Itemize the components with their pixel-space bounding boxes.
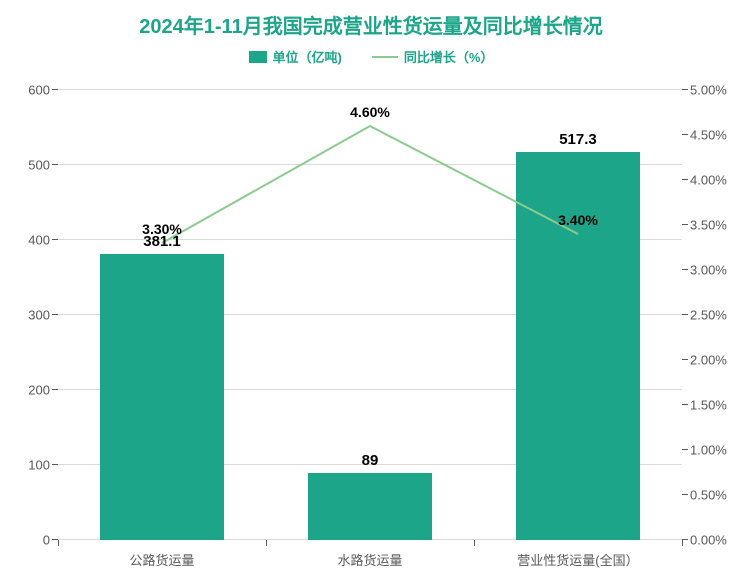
y-left-label: 200 (28, 383, 50, 398)
y-right-label: 0.00% (690, 533, 727, 548)
y-left-label: 0 (43, 533, 50, 548)
y-left-label: 500 (28, 158, 50, 173)
chart-container: 2024年1-11月我国完成营业性货运量及同比增长情况 单位（亿吨) 同比增长（… (0, 0, 742, 583)
plot-area: 381.189517.3 3.30%4.60%3.40% (58, 90, 682, 540)
y-right-label: 2.50% (690, 308, 727, 323)
x-tick (266, 540, 267, 546)
legend-bar-label: 单位（亿吨) (273, 47, 342, 66)
y-axis-left: 0100200300400500600 (0, 90, 58, 540)
y-right-label: 5.00% (690, 83, 727, 98)
x-tick (682, 540, 683, 546)
legend-bar: 单位（亿吨) (249, 47, 342, 66)
y-right-label: 1.50% (690, 398, 727, 413)
legend-bar-swatch (249, 51, 267, 63)
line-value-label: 4.60% (350, 104, 390, 120)
legend: 单位（亿吨) 同比增长（%） (10, 47, 732, 66)
x-tick (58, 540, 59, 546)
y-right-label: 3.50% (690, 218, 727, 233)
y-right-label: 0.50% (690, 488, 727, 503)
line-series (58, 90, 682, 540)
chart-title: 2024年1-11月我国完成营业性货运量及同比增长情况 (10, 10, 732, 39)
y-axis-right: 0.00%0.50%1.00%1.50%2.00%2.50%3.00%3.50%… (682, 90, 742, 540)
y-left-label: 400 (28, 233, 50, 248)
x-tick (474, 540, 475, 546)
legend-line: 同比增长（%） (372, 47, 494, 66)
y-right-label: 1.00% (690, 443, 727, 458)
x-category-label: 公路货运量 (130, 550, 195, 569)
legend-line-swatch (372, 56, 398, 58)
line-value-label: 3.40% (558, 212, 598, 228)
legend-line-label: 同比增长（%） (404, 47, 494, 66)
bar-value-label: 517.3 (559, 131, 597, 148)
x-category-label: 水路货运量 (337, 550, 402, 569)
y-right-label: 3.00% (690, 263, 727, 278)
x-category-label: 营业性货运量(全国） (517, 550, 638, 569)
bar-value-label: 89 (362, 452, 379, 469)
y-right-label: 2.00% (690, 353, 727, 368)
trend-line (162, 126, 578, 243)
y-left-label: 600 (28, 83, 50, 98)
y-left-label: 300 (28, 308, 50, 323)
line-value-label: 3.30% (142, 221, 182, 237)
y-left-label: 100 (28, 458, 50, 473)
y-right-label: 4.50% (690, 128, 727, 143)
y-right-label: 4.00% (690, 173, 727, 188)
